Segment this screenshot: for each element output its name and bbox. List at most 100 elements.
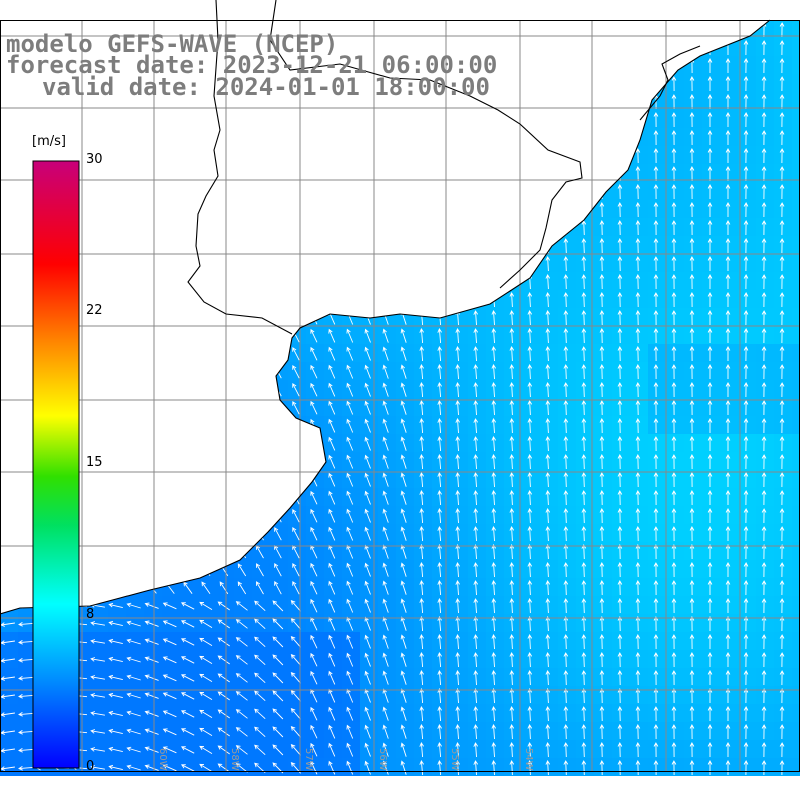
wind-arrow: [219, 185, 229, 199]
wind-arrow: [201, 275, 211, 289]
wind-arrow: [617, 346, 623, 362]
wind-arrow: [128, 509, 139, 522]
wind-arrow: [707, 400, 713, 415]
wind-arrow: [237, 293, 247, 307]
wind-arrow: [364, 490, 371, 505]
wind-arrow: [126, 620, 141, 627]
wind-arrow: [217, 763, 230, 773]
wind-arrow: [165, 509, 175, 522]
wind-arrow: [473, 454, 479, 470]
wind-arrow: [92, 384, 104, 396]
wind-arrow: [400, 616, 407, 631]
wind-arrow: [144, 746, 159, 753]
wind-arrow: [689, 706, 695, 722]
wind-arrow: [473, 742, 479, 758]
colorbar: [32, 160, 80, 769]
wind-arrow: [419, 688, 424, 704]
wind-arrow: [419, 724, 424, 740]
wind-arrow: [509, 418, 515, 434]
wind-arrow: [779, 130, 785, 146]
wind-arrow: [581, 40, 587, 56]
wind-arrow: [689, 202, 695, 218]
wind-arrow: [147, 257, 157, 270]
wind-arrow: [256, 347, 264, 361]
wind-arrow: [635, 688, 641, 704]
wind-arrow: [128, 293, 139, 306]
wind-arrow: [256, 275, 264, 289]
wind-arrow: [689, 22, 695, 38]
wind-arrow: [162, 656, 177, 664]
wind-arrow: [563, 688, 569, 704]
wind-arrow: [635, 634, 641, 650]
wind-arrow: [509, 634, 515, 650]
wind-arrow: [147, 167, 157, 180]
wind-arrow: [761, 130, 767, 146]
wind-arrow: [256, 131, 264, 145]
wind-arrow: [509, 616, 515, 632]
forecast-date: forecast date: 2023-12-21 06:00:00: [6, 51, 498, 79]
wind-arrow: [545, 418, 551, 434]
wind-arrow: [128, 203, 139, 216]
wind-arrow: [92, 204, 104, 216]
wind-arrow: [437, 184, 442, 200]
wind-arrow: [19, 186, 32, 197]
wind-arrow: [19, 438, 32, 449]
wind-arrow: [346, 436, 354, 451]
wind-arrow: [653, 364, 659, 380]
wind-arrow: [617, 76, 623, 92]
wind-arrow: [328, 706, 336, 721]
wind-arrow: [400, 598, 407, 613]
wind-arrow: [779, 58, 785, 74]
wind-arrow: [0, 640, 15, 645]
wind-arrow: [126, 692, 141, 699]
wind-arrow: [147, 437, 157, 450]
wind-arrow: [162, 746, 177, 754]
wind-arrow: [310, 580, 318, 595]
wind-arrow: [256, 149, 264, 163]
wind-arrow: [165, 563, 175, 576]
wind-arrow: [419, 508, 424, 524]
wind-arrow: [509, 346, 515, 362]
wind-arrow: [581, 472, 587, 488]
wind-arrow: [545, 616, 551, 632]
wind-arrow: [617, 760, 623, 776]
wind-arrow: [382, 220, 389, 235]
wind-arrow: [346, 148, 354, 163]
wind-arrow: [382, 454, 389, 469]
wind-arrow: [545, 454, 551, 470]
wind-arrow: [707, 760, 713, 775]
wind-arrow: [201, 455, 211, 469]
wind-arrow: [455, 328, 460, 344]
wind-arrow: [545, 148, 551, 164]
wind-arrow: [707, 328, 713, 343]
wind-arrow: [689, 544, 695, 560]
wind-arrow: [761, 454, 767, 470]
wind-arrow: [201, 221, 211, 235]
wind-arrow: [473, 184, 479, 200]
wind-arrow: [743, 22, 749, 38]
wind-arrow: [437, 580, 442, 596]
wind-arrow: [743, 112, 749, 128]
wind-arrow: [455, 634, 460, 650]
wind-arrow: [707, 526, 713, 541]
wind-arrow: [110, 258, 122, 270]
wind-arrow: [1, 277, 14, 287]
wind-arrow: [635, 346, 641, 362]
wind-arrow: [473, 382, 479, 398]
wind-arrow: [328, 184, 336, 199]
wind-arrow: [18, 640, 34, 645]
wind-arrow: [761, 580, 767, 596]
wind-arrow: [274, 328, 282, 343]
wind-arrow: [527, 40, 533, 56]
wind-arrow: [419, 490, 424, 506]
wind-arrow: [110, 294, 122, 306]
wind-arrow: [400, 256, 407, 271]
wind-arrow: [128, 275, 139, 288]
wind-arrow: [473, 760, 479, 776]
wind-arrow: [235, 709, 248, 719]
wind-arrow: [419, 130, 424, 146]
wind-arrow: [545, 634, 551, 650]
wind-arrow: [128, 581, 139, 594]
wind-arrow: [162, 602, 177, 610]
wind-arrow: [419, 670, 424, 686]
